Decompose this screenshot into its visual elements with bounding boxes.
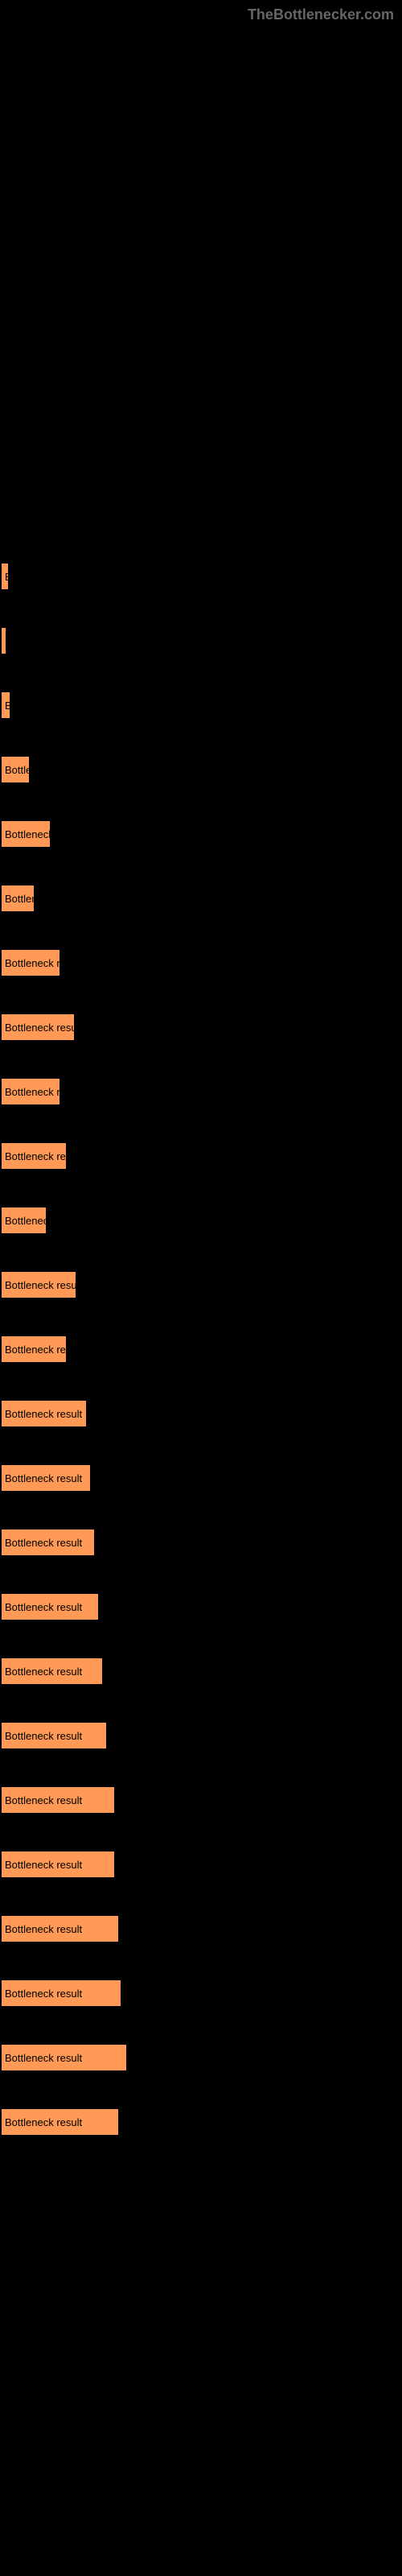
bar-row: Bottleneck re xyxy=(2,1143,402,1169)
bar-text: Bottleneck result xyxy=(5,1537,82,1549)
bar: Bottleneck result xyxy=(2,2109,118,2135)
bar-text: Bottlenec xyxy=(5,1215,46,1227)
bar: Bottleneck resul xyxy=(2,1272,76,1298)
bar-row: B xyxy=(2,692,402,718)
bar-text: B xyxy=(5,700,10,712)
bar-text: Bottleneck xyxy=(5,828,50,840)
bar-row: Bottleneck r xyxy=(2,950,402,976)
bar: Bottleneck resu xyxy=(2,1014,74,1040)
bar-row: Bottleneck result xyxy=(2,1723,402,1748)
bar-text: Bottleneck result xyxy=(5,1988,82,2000)
bar-row: Bottleneck result xyxy=(2,1787,402,1813)
bar-text: Bottleneck resu xyxy=(5,1022,74,1034)
bar-text: Bottleneck resul xyxy=(5,1279,76,1291)
bar-text: Bottleneck result xyxy=(5,1472,82,1484)
bar-text: Bottle xyxy=(5,764,29,776)
bar-text: Bottleneck re xyxy=(5,1150,66,1162)
bar: Bottleneck result xyxy=(2,1530,94,1555)
bar: Bottleneck result xyxy=(2,1594,98,1620)
bar: B xyxy=(2,564,8,589)
watermark-text: TheBottlenecker.com xyxy=(248,6,394,23)
bar-row: Bottleneck result xyxy=(2,1980,402,2006)
bar: Bottleneck r xyxy=(2,950,59,976)
bar: Bottleneck result xyxy=(2,1465,90,1491)
bar-text: Bottleneck result xyxy=(5,1601,82,1613)
bar-row: Bottleneck re xyxy=(2,1336,402,1362)
bar: Bottleneck result xyxy=(2,1723,106,1748)
bar-row: Bottleneck result xyxy=(2,2045,402,2070)
bar-text: Bottleneck r xyxy=(5,957,59,969)
bar-row: Bottleneck resul xyxy=(2,1272,402,1298)
bar: Bottleneck result xyxy=(2,1916,118,1942)
bar: Bottleneck result xyxy=(2,1658,102,1684)
bar-chart: B B Bottle Bottleneck Bottlen Bottleneck r Bot… xyxy=(0,0,402,2190)
bar-row: Bottleneck result xyxy=(2,1594,402,1620)
bar: Bottleneck r xyxy=(2,1079,59,1104)
bar-row: Bottle xyxy=(2,757,402,782)
bar-text: B xyxy=(5,571,8,583)
bar: Bottleneck result xyxy=(2,2045,126,2070)
bar-row: Bottleneck result xyxy=(2,1530,402,1555)
bar-row: Bottleneck result xyxy=(2,1852,402,1877)
bar-row: Bottleneck result xyxy=(2,1658,402,1684)
bar-row: Bottleneck r xyxy=(2,1079,402,1104)
bar-row: Bottlen xyxy=(2,886,402,911)
bar xyxy=(2,628,6,654)
bar-row: Bottleneck result xyxy=(2,1401,402,1426)
bar-row xyxy=(2,628,402,654)
bar: Bottleneck result xyxy=(2,1980,121,2006)
bar-row: Bottleneck resu xyxy=(2,1014,402,1040)
bar-text: Bottleneck result xyxy=(5,1408,82,1420)
bar-row: Bottleneck xyxy=(2,821,402,847)
bar: Bottleneck xyxy=(2,821,50,847)
bar-row: Bottleneck result xyxy=(2,1916,402,1942)
bar-text: Bottleneck result xyxy=(5,2116,82,2128)
bar: Bottleneck result xyxy=(2,1787,114,1813)
bar-text: Bottleneck result xyxy=(5,1730,82,1742)
bar-row: B xyxy=(2,564,402,589)
bar-text: Bottlen xyxy=(5,893,34,905)
bar: Bottleneck result xyxy=(2,1852,114,1877)
bar-text: Bottleneck result xyxy=(5,1666,82,1678)
bar-row: Bottleneck result xyxy=(2,2109,402,2135)
bar-text: Bottleneck result xyxy=(5,1794,82,1806)
bar: Bottlen xyxy=(2,886,34,911)
bar: Bottleneck result xyxy=(2,1401,86,1426)
bar: Bottleneck re xyxy=(2,1143,66,1169)
bar-text: Bottleneck re xyxy=(5,1344,66,1356)
bar-row: Bottleneck result xyxy=(2,1465,402,1491)
bar: Bottlenec xyxy=(2,1208,46,1233)
bar-text: Bottleneck result xyxy=(5,1859,82,1871)
bar-text: Bottleneck r xyxy=(5,1086,59,1098)
bar-row: Bottlenec xyxy=(2,1208,402,1233)
bar: Bottle xyxy=(2,757,29,782)
bar-text: Bottleneck result xyxy=(5,1923,82,1935)
bar: Bottleneck re xyxy=(2,1336,66,1362)
bar: B xyxy=(2,692,10,718)
bar-text: Bottleneck result xyxy=(5,2052,82,2064)
